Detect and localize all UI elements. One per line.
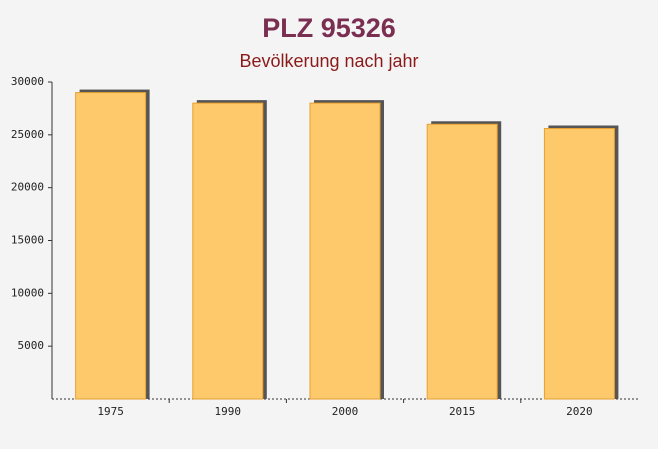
- x-tick-label: 2020: [566, 405, 593, 418]
- y-tick-label: 25000: [11, 128, 44, 141]
- bar: [426, 123, 498, 400]
- y-tick-label: 30000: [11, 75, 44, 88]
- x-tick-label: 1990: [215, 405, 242, 418]
- chart-subtitle: Bevölkerung nach jahr: [239, 51, 418, 71]
- bar: [543, 127, 615, 400]
- chart-title: PLZ 95326: [262, 13, 396, 43]
- y-tick-label: 5000: [18, 339, 45, 352]
- y-tick-label: 20000: [11, 181, 44, 194]
- bar: [309, 102, 381, 400]
- x-tick-label: 1975: [97, 405, 124, 418]
- bar: [75, 92, 147, 400]
- x-tick-label: 2015: [449, 405, 476, 418]
- bar: [192, 102, 264, 400]
- x-tick-label: 2000: [332, 405, 359, 418]
- y-tick-label: 15000: [11, 234, 44, 247]
- y-tick-label: 10000: [11, 286, 44, 299]
